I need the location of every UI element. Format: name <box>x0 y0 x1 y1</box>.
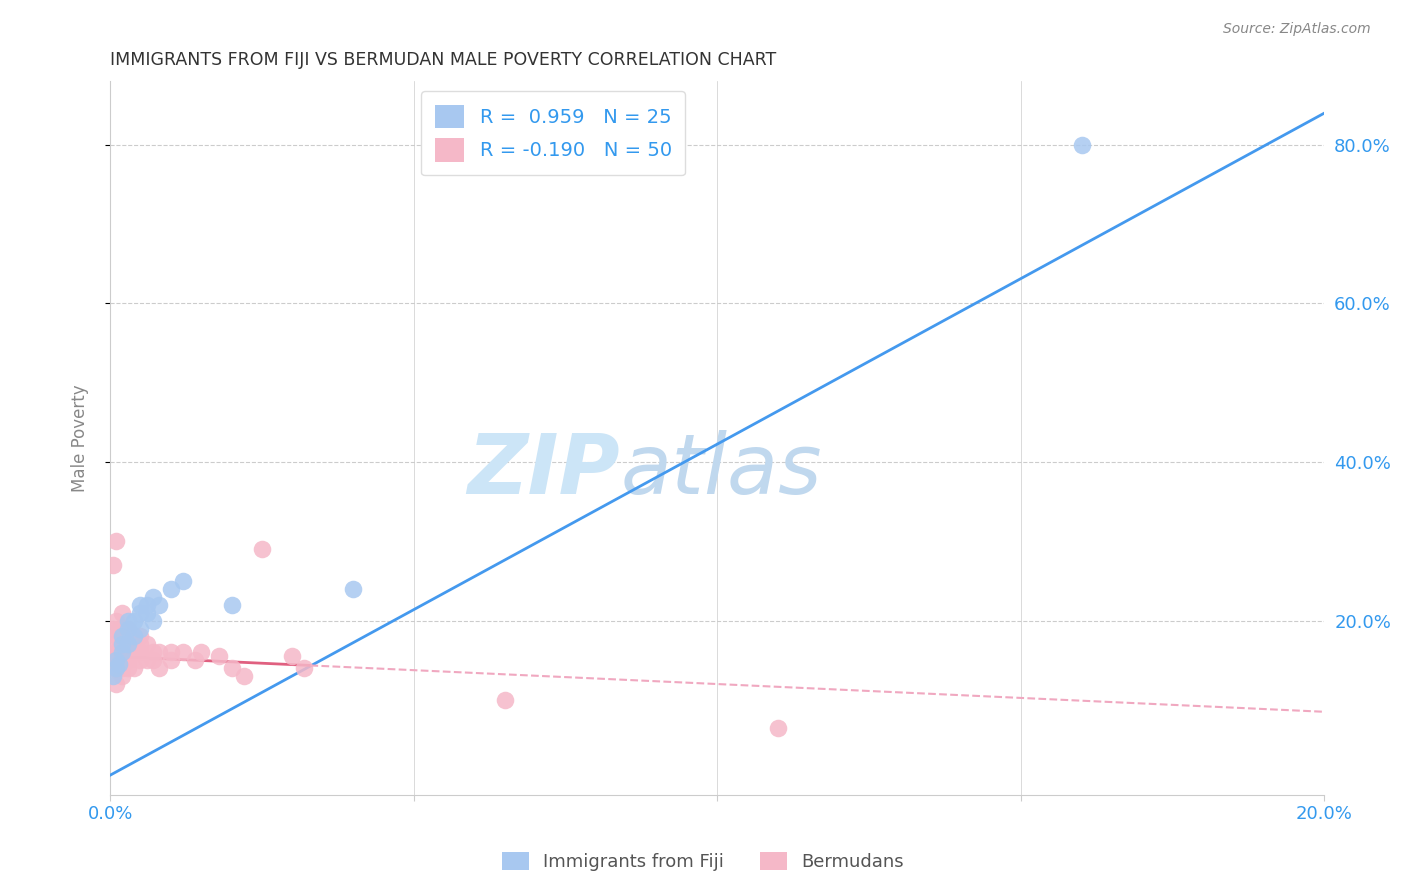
Point <box>111 637 134 651</box>
Point <box>117 614 139 628</box>
Point <box>142 614 165 628</box>
Point <box>100 637 122 651</box>
Point <box>117 622 139 636</box>
Y-axis label: Male Poverty: Male Poverty <box>72 384 89 492</box>
Point <box>766 721 789 735</box>
Point <box>111 622 134 636</box>
Point <box>221 661 243 675</box>
Point <box>105 534 128 549</box>
Point <box>105 630 128 644</box>
Point <box>124 630 146 644</box>
Legend: R =  0.959   N = 25, R = -0.190   N = 50: R = 0.959 N = 25, R = -0.190 N = 50 <box>422 91 685 176</box>
Point <box>103 645 125 659</box>
Point <box>124 661 146 675</box>
Point <box>124 645 146 659</box>
Point <box>184 653 207 667</box>
Point <box>232 669 254 683</box>
Point <box>101 661 124 675</box>
Point <box>111 653 134 667</box>
Point <box>101 558 124 573</box>
Point <box>105 661 128 675</box>
Text: Source: ZipAtlas.com: Source: ZipAtlas.com <box>1223 22 1371 37</box>
Point <box>159 582 181 596</box>
Point <box>111 630 134 644</box>
Point <box>129 653 152 667</box>
Point <box>105 661 128 675</box>
Point <box>135 606 157 620</box>
Point <box>124 630 146 644</box>
Point <box>494 693 516 707</box>
Point <box>142 645 165 659</box>
Point <box>281 649 304 664</box>
Point <box>221 598 243 612</box>
Point <box>250 542 273 557</box>
Point <box>111 637 134 651</box>
Point <box>148 598 170 612</box>
Point <box>208 649 231 664</box>
Point <box>129 645 152 659</box>
Point <box>129 637 152 651</box>
Point <box>129 622 152 636</box>
Point <box>342 582 364 596</box>
Point <box>159 653 181 667</box>
Point <box>117 653 139 667</box>
Text: atlas: atlas <box>620 430 821 511</box>
Point <box>104 653 127 667</box>
Legend: Immigrants from Fiji, Bermudans: Immigrants from Fiji, Bermudans <box>495 845 911 879</box>
Point <box>117 622 139 636</box>
Point <box>129 606 152 620</box>
Point <box>129 630 152 644</box>
Point <box>114 645 136 659</box>
Point <box>159 645 181 659</box>
Point <box>105 677 128 691</box>
Point <box>172 645 194 659</box>
Point <box>101 622 124 636</box>
Point <box>108 657 131 672</box>
Point <box>111 645 134 659</box>
Point <box>1070 137 1092 152</box>
Point <box>135 598 157 612</box>
Point <box>101 669 124 683</box>
Point <box>111 606 134 620</box>
Point <box>190 645 212 659</box>
Text: ZIP: ZIP <box>467 430 620 511</box>
Point <box>129 598 152 612</box>
Point <box>142 590 165 604</box>
Point <box>172 574 194 588</box>
Point <box>111 661 134 675</box>
Point <box>142 653 165 667</box>
Point <box>105 614 128 628</box>
Point <box>117 661 139 675</box>
Point <box>148 661 170 675</box>
Text: IMMIGRANTS FROM FIJI VS BERMUDAN MALE POVERTY CORRELATION CHART: IMMIGRANTS FROM FIJI VS BERMUDAN MALE PO… <box>110 51 776 69</box>
Point <box>124 614 146 628</box>
Point <box>148 645 170 659</box>
Point <box>117 637 139 651</box>
Point <box>135 637 157 651</box>
Point <box>108 622 131 636</box>
Point <box>108 645 131 659</box>
Point <box>292 661 315 675</box>
Point <box>117 630 139 644</box>
Point <box>124 637 146 651</box>
Point <box>111 669 134 683</box>
Point <box>105 653 128 667</box>
Point <box>135 653 157 667</box>
Point <box>117 637 139 651</box>
